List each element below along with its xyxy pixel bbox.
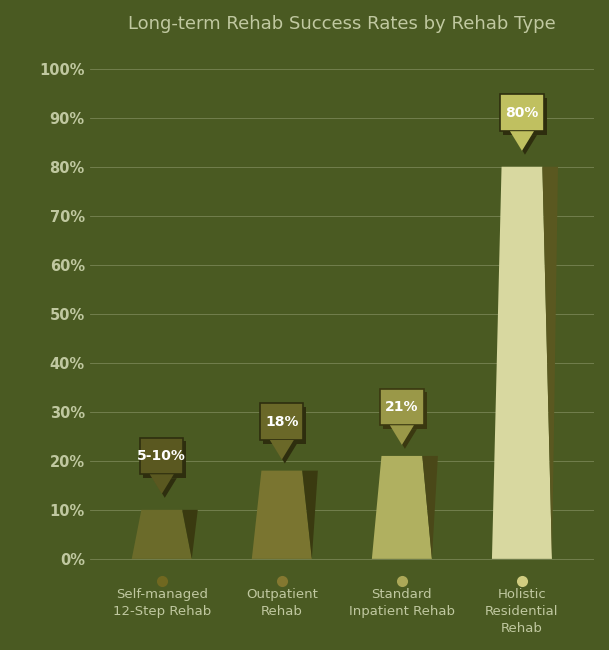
Polygon shape xyxy=(182,510,198,559)
Polygon shape xyxy=(390,425,414,445)
Polygon shape xyxy=(492,167,552,559)
FancyBboxPatch shape xyxy=(501,94,544,131)
Text: 5-10%: 5-10% xyxy=(137,449,186,463)
Polygon shape xyxy=(422,456,438,559)
FancyBboxPatch shape xyxy=(260,403,303,440)
Polygon shape xyxy=(153,478,177,498)
Text: 18%: 18% xyxy=(265,415,298,428)
FancyBboxPatch shape xyxy=(140,437,183,474)
FancyBboxPatch shape xyxy=(263,407,306,444)
FancyBboxPatch shape xyxy=(383,393,426,429)
Polygon shape xyxy=(372,456,432,559)
Polygon shape xyxy=(393,429,417,448)
FancyBboxPatch shape xyxy=(504,98,546,135)
Polygon shape xyxy=(543,167,558,559)
FancyBboxPatch shape xyxy=(143,441,186,478)
Text: Self-managed
12-Step Rehab: Self-managed 12-Step Rehab xyxy=(113,588,211,618)
Polygon shape xyxy=(510,131,534,151)
Title: Long-term Rehab Success Rates by Rehab Type: Long-term Rehab Success Rates by Rehab T… xyxy=(128,15,556,33)
Text: Outpatient
Rehab: Outpatient Rehab xyxy=(246,588,318,618)
FancyBboxPatch shape xyxy=(380,389,423,425)
Polygon shape xyxy=(132,510,192,559)
Text: Standard
Inpatient Rehab: Standard Inpatient Rehab xyxy=(349,588,455,618)
Polygon shape xyxy=(252,471,312,559)
Polygon shape xyxy=(150,474,174,494)
Polygon shape xyxy=(513,135,537,155)
Polygon shape xyxy=(302,471,318,559)
Polygon shape xyxy=(273,444,297,463)
Text: 21%: 21% xyxy=(385,400,418,414)
Text: Holistic
Residential
Rehab: Holistic Residential Rehab xyxy=(485,588,558,635)
Polygon shape xyxy=(270,440,294,460)
Text: 80%: 80% xyxy=(505,106,538,120)
